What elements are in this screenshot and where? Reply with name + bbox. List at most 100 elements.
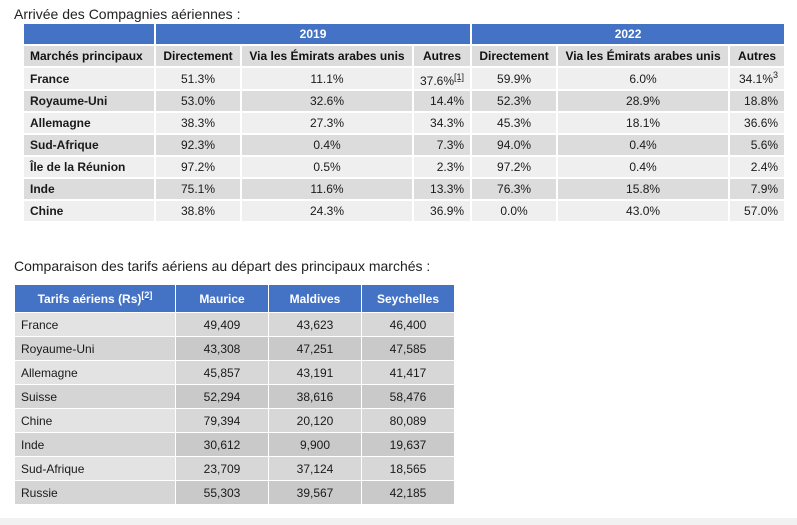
market-name: Île de la Réunion [24, 157, 154, 177]
year-header-2022: 2022 [472, 24, 785, 44]
table-row: Inde 30,612 9,900 19,637 [15, 433, 454, 456]
direct-2019-value: 97.2% [156, 157, 240, 177]
seychelles-fare: 47,585 [362, 337, 454, 360]
market-name: Russie [15, 481, 175, 504]
direct-2019-value: 53.0% [156, 91, 240, 111]
market-name: Chine [15, 409, 175, 432]
table-row: France 51.3% 11.1% 37.6%[1] 59.9% 6.0% 3… [24, 68, 785, 89]
maldives-fare: 9,900 [269, 433, 361, 456]
others-2019-value: 37.6% [420, 74, 455, 88]
direct-2022-value: 52.3% [472, 91, 557, 111]
market-name: Royaume-Uni [24, 91, 154, 111]
table-row: Allemagne 38.3% 27.3% 34.3% 45.3% 18.1% … [24, 113, 785, 133]
table-row: Suisse 52,294 38,616 58,476 [15, 385, 454, 408]
market-name: Chine [24, 201, 154, 221]
maldives-fare: 20,120 [269, 409, 361, 432]
table-row: Sud-Afrique 23,709 37,124 18,565 [15, 457, 454, 480]
uae-2019-value: 27.3% [242, 113, 412, 133]
maldives-fare: 47,251 [269, 337, 361, 360]
maldives-fare: 43,191 [269, 361, 361, 384]
direct-2019-value: 51.3% [156, 68, 240, 89]
section-heading-fares: Comparaison des tarifs aériens au départ… [14, 258, 431, 274]
direct-2022-value: 76.3% [472, 179, 557, 199]
section-heading-arrivals: Arrivée des Compagnies aériennes : [14, 6, 241, 22]
market-name: Allemagne [24, 113, 154, 133]
others-2022-value: 34.1% [739, 71, 774, 86]
maldives-fare: 39,567 [269, 481, 361, 504]
maldives-fare: 37,124 [269, 457, 361, 480]
airfare-comparison-table: Tarifs aériens (Rs)[2] Maurice Maldives … [14, 284, 455, 505]
year-header-2019: 2019 [156, 24, 471, 44]
others-2019-value: 34.3% [414, 113, 471, 133]
column-header-uae-2022: Via les Émirats arabes unis [558, 46, 729, 66]
maldives-fare: 43,623 [269, 313, 361, 336]
maldives-fare: 38,616 [269, 385, 361, 408]
seychelles-fare: 41,417 [362, 361, 454, 384]
uae-2019-value: 0.4% [242, 135, 412, 155]
uae-2022-value: 18.1% [558, 113, 729, 133]
market-name: Suisse [15, 385, 175, 408]
bottom-divider [0, 518, 797, 525]
mauritius-fare: 79,394 [176, 409, 268, 432]
direct-2019-value: 75.1% [156, 179, 240, 199]
uae-2019-value: 32.6% [242, 91, 412, 111]
seychelles-fare: 19,637 [362, 433, 454, 456]
footnote-marker-3: 3 [773, 69, 779, 80]
mauritius-fare: 30,612 [176, 433, 268, 456]
footnote-link-1[interactable]: [1] [454, 72, 465, 82]
table-row: Île de la Réunion 97.2% 0.5% 2.3% 97.2% … [24, 157, 785, 177]
mauritius-fare: 45,857 [176, 361, 268, 384]
column-header-mauritius: Maurice [176, 285, 268, 312]
others-2019-value: 2.3% [414, 157, 471, 177]
market-name: Sud-Afrique [15, 457, 175, 480]
mauritius-fare: 49,409 [176, 313, 268, 336]
market-name: France [15, 313, 175, 336]
table-row: Allemagne 45,857 43,191 41,417 [15, 361, 454, 384]
uae-2019-value: 11.1% [242, 68, 412, 89]
direct-2019-value: 38.8% [156, 201, 240, 221]
market-name: France [24, 68, 154, 89]
mauritius-fare: 55,303 [176, 481, 268, 504]
airline-arrivals-table: 2019 2022 Marchés principaux Directement… [22, 22, 786, 223]
column-header-direct-2022: Directement [472, 46, 557, 66]
direct-2019-value: 38.3% [156, 113, 240, 133]
others-2022-value: 5.6% [730, 135, 785, 155]
others-2022-cell: 34.1%3 [730, 68, 785, 89]
direct-2019-value: 92.3% [156, 135, 240, 155]
seychelles-fare: 42,185 [362, 481, 454, 504]
table-row: Chine 79,394 20,120 80,089 [15, 409, 454, 432]
mauritius-fare: 23,709 [176, 457, 268, 480]
others-2022-value: 2.4% [730, 157, 785, 177]
column-header-maldives: Maldives [269, 285, 361, 312]
seychelles-fare: 58,476 [362, 385, 454, 408]
market-name: Inde [24, 179, 154, 199]
others-2019-cell: 37.6%[1] [414, 68, 471, 89]
market-name: Inde [15, 433, 175, 456]
direct-2022-value: 0.0% [472, 201, 557, 221]
table-row: Russie 55,303 39,567 42,185 [15, 481, 454, 504]
table-row: Royaume-Uni 43,308 47,251 47,585 [15, 337, 454, 360]
table-row: Sud-Afrique 92.3% 0.4% 7.3% 94.0% 0.4% 5… [24, 135, 785, 155]
footnote-link-2[interactable]: [2] [141, 289, 153, 300]
seychelles-fare: 18,565 [362, 457, 454, 480]
others-2022-value: 57.0% [730, 201, 785, 221]
market-name: Royaume-Uni [15, 337, 175, 360]
table-row: Inde 75.1% 11.6% 13.3% 76.3% 15.8% 7.9% [24, 179, 785, 199]
direct-2022-value: 59.9% [472, 68, 557, 89]
others-2019-value: 36.9% [414, 201, 471, 221]
direct-2022-value: 45.3% [472, 113, 557, 133]
uae-2022-value: 0.4% [558, 157, 729, 177]
header-blank-cell [24, 24, 154, 44]
table-row: Royaume-Uni 53.0% 32.6% 14.4% 52.3% 28.9… [24, 91, 785, 111]
uae-2022-value: 6.0% [558, 68, 729, 89]
uae-2022-value: 15.8% [558, 179, 729, 199]
mauritius-fare: 43,308 [176, 337, 268, 360]
seychelles-fare: 80,089 [362, 409, 454, 432]
others-2019-value: 14.4% [414, 91, 471, 111]
uae-2019-value: 24.3% [242, 201, 412, 221]
column-header-others-2022: Autres [730, 46, 785, 66]
uae-2019-value: 0.5% [242, 157, 412, 177]
others-2019-value: 13.3% [414, 179, 471, 199]
column-header-seychelles: Seychelles [362, 285, 454, 312]
table-row: France 49,409 43,623 46,400 [15, 313, 454, 336]
